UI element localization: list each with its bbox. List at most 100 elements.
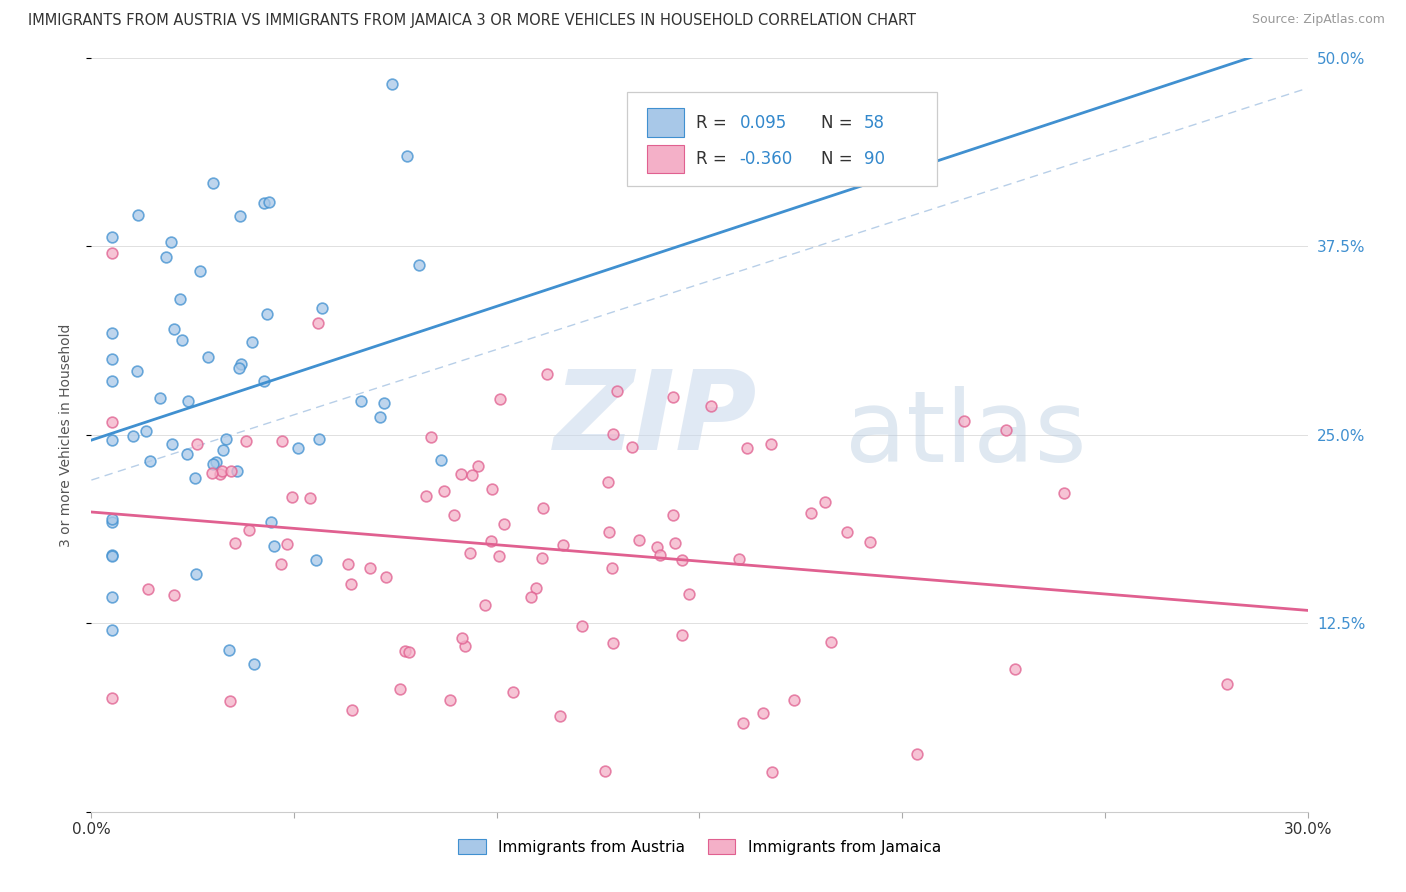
Point bbox=[337, 558, 360, 572]
Text: Source: ZipAtlas.com: Source: ZipAtlas.com bbox=[1251, 13, 1385, 27]
Point bbox=[536, 368, 558, 382]
Point bbox=[100, 229, 122, 244]
Point bbox=[368, 409, 391, 424]
Point bbox=[374, 570, 396, 584]
Point bbox=[308, 432, 330, 446]
Point bbox=[205, 455, 228, 469]
Point bbox=[520, 591, 543, 605]
Point bbox=[228, 361, 250, 376]
Point bbox=[454, 639, 477, 653]
Point bbox=[489, 392, 512, 407]
Point bbox=[201, 457, 224, 471]
Point bbox=[188, 264, 211, 278]
Point bbox=[253, 374, 276, 388]
Point bbox=[212, 442, 235, 457]
Point bbox=[814, 495, 837, 509]
Point bbox=[219, 465, 242, 479]
Point bbox=[155, 250, 177, 264]
Point bbox=[214, 433, 236, 447]
FancyBboxPatch shape bbox=[647, 109, 683, 137]
Point bbox=[761, 765, 783, 780]
Point bbox=[524, 581, 547, 595]
Point bbox=[800, 506, 823, 520]
Point bbox=[995, 423, 1018, 437]
Point bbox=[276, 537, 298, 551]
Point bbox=[197, 350, 219, 364]
Point bbox=[163, 322, 186, 336]
Point bbox=[433, 484, 456, 499]
Point bbox=[571, 619, 593, 633]
Point bbox=[479, 534, 502, 549]
Point bbox=[127, 208, 149, 222]
Point bbox=[122, 429, 145, 443]
Point bbox=[100, 375, 122, 389]
Point bbox=[733, 715, 755, 730]
Point bbox=[177, 393, 200, 408]
Text: 90: 90 bbox=[863, 150, 884, 168]
Point bbox=[388, 681, 411, 696]
Point bbox=[100, 515, 122, 529]
Point bbox=[820, 634, 842, 648]
Point bbox=[602, 636, 624, 650]
Point bbox=[394, 644, 416, 658]
Point bbox=[307, 316, 329, 330]
Point bbox=[398, 644, 420, 658]
Point bbox=[488, 549, 510, 563]
Point bbox=[395, 148, 418, 162]
Point bbox=[530, 551, 553, 566]
Point bbox=[253, 196, 276, 211]
Point bbox=[169, 292, 191, 306]
Point bbox=[600, 561, 623, 575]
Point bbox=[430, 453, 453, 467]
Point bbox=[661, 508, 683, 522]
Point bbox=[256, 307, 278, 321]
Point bbox=[271, 434, 294, 448]
Point bbox=[160, 437, 183, 451]
Point bbox=[100, 591, 122, 605]
Point bbox=[620, 441, 643, 455]
Point bbox=[224, 536, 246, 550]
Point bbox=[648, 548, 671, 562]
Point bbox=[700, 399, 723, 413]
Point bbox=[419, 430, 441, 444]
Point bbox=[100, 415, 122, 429]
Text: N =: N = bbox=[821, 114, 858, 132]
Point bbox=[100, 691, 122, 706]
Point bbox=[408, 258, 430, 272]
Point bbox=[381, 77, 404, 91]
Point bbox=[759, 436, 782, 450]
Point bbox=[281, 490, 304, 504]
Point bbox=[186, 437, 208, 451]
Point bbox=[550, 708, 572, 723]
Point bbox=[135, 424, 157, 438]
Point bbox=[735, 442, 758, 456]
Point bbox=[461, 468, 484, 483]
Text: IMMIGRANTS FROM AUSTRIA VS IMMIGRANTS FROM JAMAICA 3 OR MORE VEHICLES IN HOUSEHO: IMMIGRANTS FROM AUSTRIA VS IMMIGRANTS FR… bbox=[28, 13, 917, 29]
Point bbox=[100, 624, 122, 638]
Point bbox=[270, 557, 292, 571]
Point bbox=[342, 703, 364, 717]
Text: 0.095: 0.095 bbox=[740, 114, 787, 132]
Point bbox=[671, 628, 693, 642]
Point bbox=[602, 427, 624, 442]
Point bbox=[450, 467, 472, 481]
Point bbox=[202, 176, 225, 190]
FancyBboxPatch shape bbox=[627, 92, 936, 186]
Point bbox=[502, 685, 524, 699]
Point bbox=[208, 467, 231, 481]
Point bbox=[474, 598, 496, 612]
Point bbox=[752, 706, 775, 721]
Point bbox=[235, 434, 257, 448]
Point bbox=[243, 657, 266, 672]
Point bbox=[138, 454, 160, 468]
Legend: Immigrants from Austria, Immigrants from Jamaica: Immigrants from Austria, Immigrants from… bbox=[453, 832, 946, 861]
Point bbox=[728, 551, 751, 566]
Point bbox=[373, 396, 395, 410]
Point bbox=[163, 588, 186, 602]
Point bbox=[678, 587, 700, 601]
FancyBboxPatch shape bbox=[647, 145, 683, 173]
Point bbox=[952, 414, 974, 428]
Point bbox=[415, 489, 437, 503]
Point bbox=[219, 694, 242, 708]
Point bbox=[443, 508, 465, 523]
